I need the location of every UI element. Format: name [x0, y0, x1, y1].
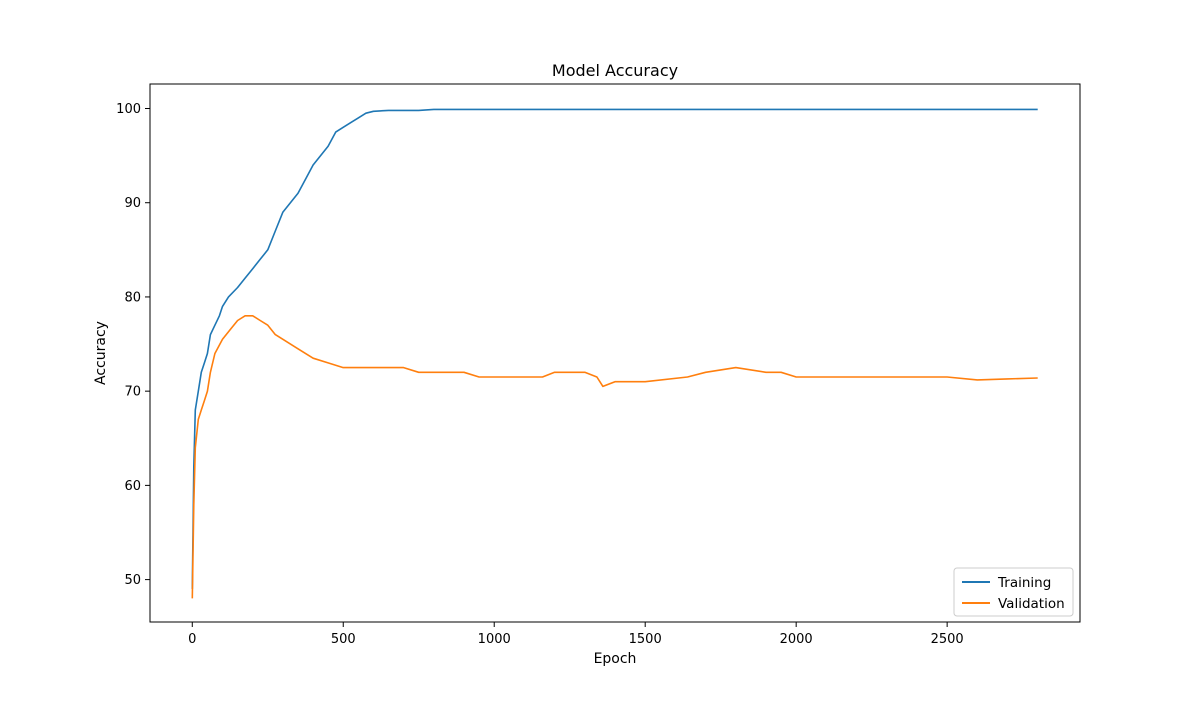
x-tick-label: 1000 [478, 632, 511, 647]
y-axis-label: Accuracy [93, 321, 109, 385]
chart-title: Model Accuracy [552, 61, 678, 80]
plot-frame [149, 83, 1081, 623]
y-tick-label: 90 [124, 196, 141, 211]
y-tick-label: 80 [124, 290, 141, 305]
series-line-training [191, 108, 1038, 590]
x-tick-label: 2500 [931, 632, 964, 647]
legend-label-training: Training [997, 575, 1051, 591]
y-tick-label: 100 [116, 102, 141, 117]
y-tick-label: 60 [124, 479, 141, 494]
y-tick-label: 70 [124, 385, 141, 400]
x-tick-label: 1500 [629, 632, 662, 647]
y-tick-label: 50 [124, 573, 141, 588]
x-tick-label: 0 [188, 632, 196, 647]
x-tick-label: 2000 [780, 632, 813, 647]
series-layer [191, 108, 1038, 599]
x-axis-label: Epoch [594, 651, 637, 667]
x-tick-label: 500 [331, 632, 356, 647]
legend-label-validation: Validation [998, 596, 1065, 612]
x-axis: 0 500 1000 1500 2000 2500 [188, 622, 964, 647]
legend: Training Validation [953, 567, 1074, 617]
series-line-validation [191, 314, 1038, 599]
y-axis: 50 60 70 80 90 100 [116, 102, 150, 588]
